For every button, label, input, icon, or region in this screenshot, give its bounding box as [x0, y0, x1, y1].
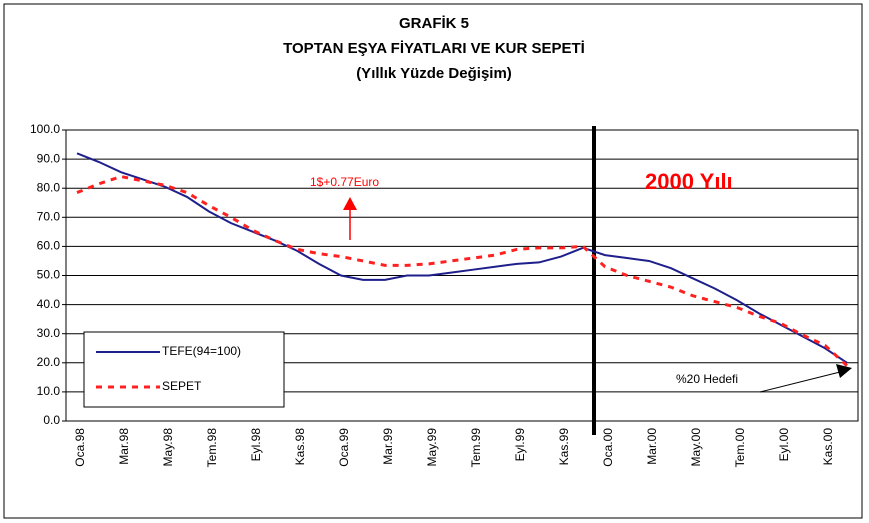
x-tick-label: Eyl.98: [249, 428, 263, 462]
chart-title: GRAFİK 5: [399, 15, 469, 32]
annotation: 2000 Yılı: [645, 169, 733, 194]
x-tick-label: Mar.98: [117, 428, 131, 465]
y-tick-label: 90.0: [37, 151, 61, 165]
x-tick-label: Oca.98: [73, 428, 87, 467]
x-tick-label: Kas.99: [557, 428, 571, 466]
chart-subtitle: (Yıllık Yüzde Değişim): [356, 65, 512, 82]
x-tick-label: Kas.00: [821, 428, 835, 466]
legend-box: [83, 331, 285, 408]
y-tick-label: 100.0: [30, 122, 60, 136]
x-tick-label: Mar.00: [645, 428, 659, 465]
legend-label: SEPET: [162, 379, 202, 393]
data-line: [76, 152, 848, 364]
y-tick-label: 80.0: [37, 180, 61, 194]
annotation-arrowhead: [343, 197, 357, 210]
x-tick-label: Eyl.99: [513, 428, 527, 462]
y-tick-label: 40.0: [37, 297, 61, 311]
x-tick-label: Kas.98: [293, 428, 307, 466]
x-tick-label: Tem.98: [205, 428, 219, 468]
y-tick-label: 50.0: [37, 268, 61, 282]
chart-title: TOPTAN EŞYA FİYATLARI VE KUR SEPETİ: [283, 40, 585, 57]
y-tick-label: 70.0: [37, 209, 61, 223]
annotation-box: [668, 369, 778, 391]
y-tick-label: 60.0: [37, 239, 61, 253]
x-tick-label: Oca.99: [337, 428, 351, 467]
y-tick-label: 0.0: [43, 413, 60, 427]
y-tick-label: 30.0: [37, 326, 61, 340]
annotation-arrowhead: [836, 364, 852, 378]
x-tick-label: Tem.99: [469, 428, 483, 468]
x-tick-label: May.98: [161, 428, 175, 467]
x-tick-label: Eyl.00: [777, 428, 791, 462]
annotation-arrow: [759, 371, 841, 393]
x-tick-label: May.00: [689, 428, 703, 467]
x-tick-label: Oca.00: [601, 428, 615, 467]
x-tick-label: Tem.00: [733, 428, 747, 468]
x-tick-label: Mar.99: [381, 428, 395, 465]
annotation: %20 Hedefi: [676, 372, 738, 386]
y-tick-label: 10.0: [37, 384, 61, 398]
y-tick-label: 20.0: [37, 355, 61, 369]
data-line: [76, 175, 849, 367]
x-tick-label: May.99: [425, 428, 439, 467]
annotation: 1$+0.77Euro: [310, 175, 379, 189]
legend-label: TEFE(94=100): [162, 344, 241, 358]
